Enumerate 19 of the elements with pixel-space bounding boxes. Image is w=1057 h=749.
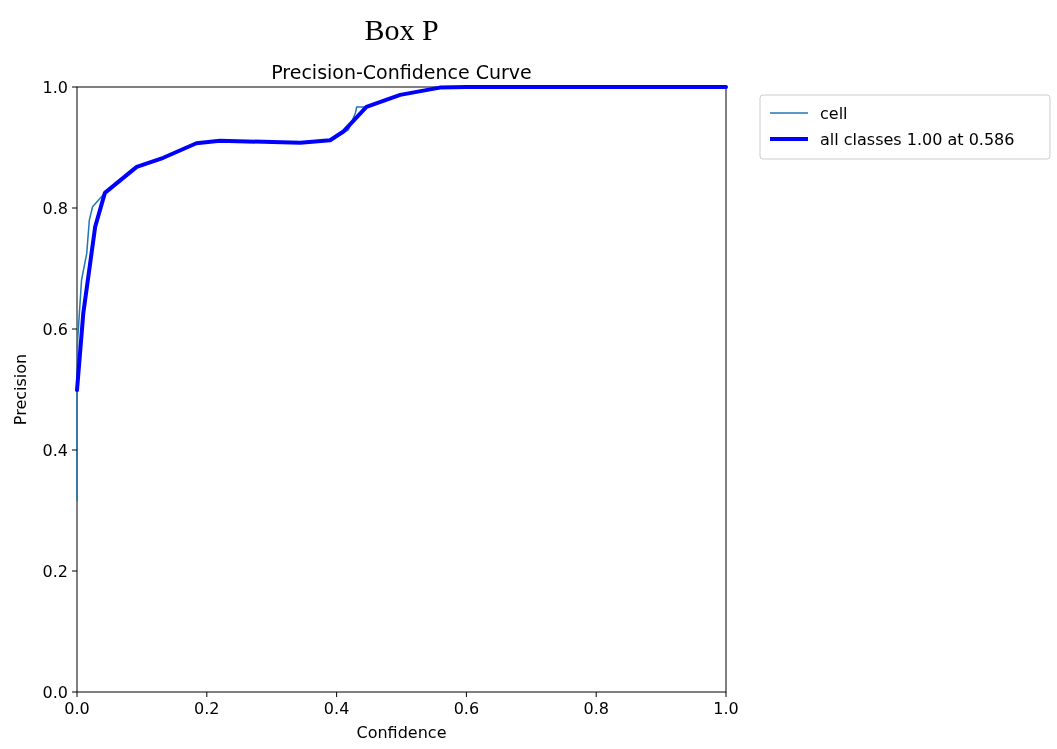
line-series (75, 85, 728, 393)
x-tick-label: 0.0 (64, 699, 90, 718)
legend-label: cell (820, 104, 848, 123)
y-tick-label: 0.8 (42, 199, 68, 218)
legend-label: all classes 1.00 at 0.586 (820, 130, 1015, 149)
y-tick-label: 0.0 (42, 683, 68, 702)
x-tick-label: 0.4 (323, 699, 350, 718)
chart-subtitle: Precision-Confidence Curve (271, 61, 532, 83)
y-tick-label: 1.0 (42, 78, 68, 97)
x-tick-label: 0.6 (453, 699, 480, 718)
y-tick-label: 0.2 (42, 562, 68, 581)
y-axis-title: Precision (11, 353, 30, 426)
x-tick-label: 0.2 (194, 699, 220, 718)
x-tick-label: 0.8 (583, 699, 609, 718)
chart-title: Box P (364, 13, 439, 46)
x-tick-label: 1.0 (713, 699, 739, 718)
y-tick-label: 0.4 (42, 441, 68, 460)
x-axis-title: Confidence (356, 723, 447, 742)
y-tick-label: 0.6 (42, 320, 68, 339)
